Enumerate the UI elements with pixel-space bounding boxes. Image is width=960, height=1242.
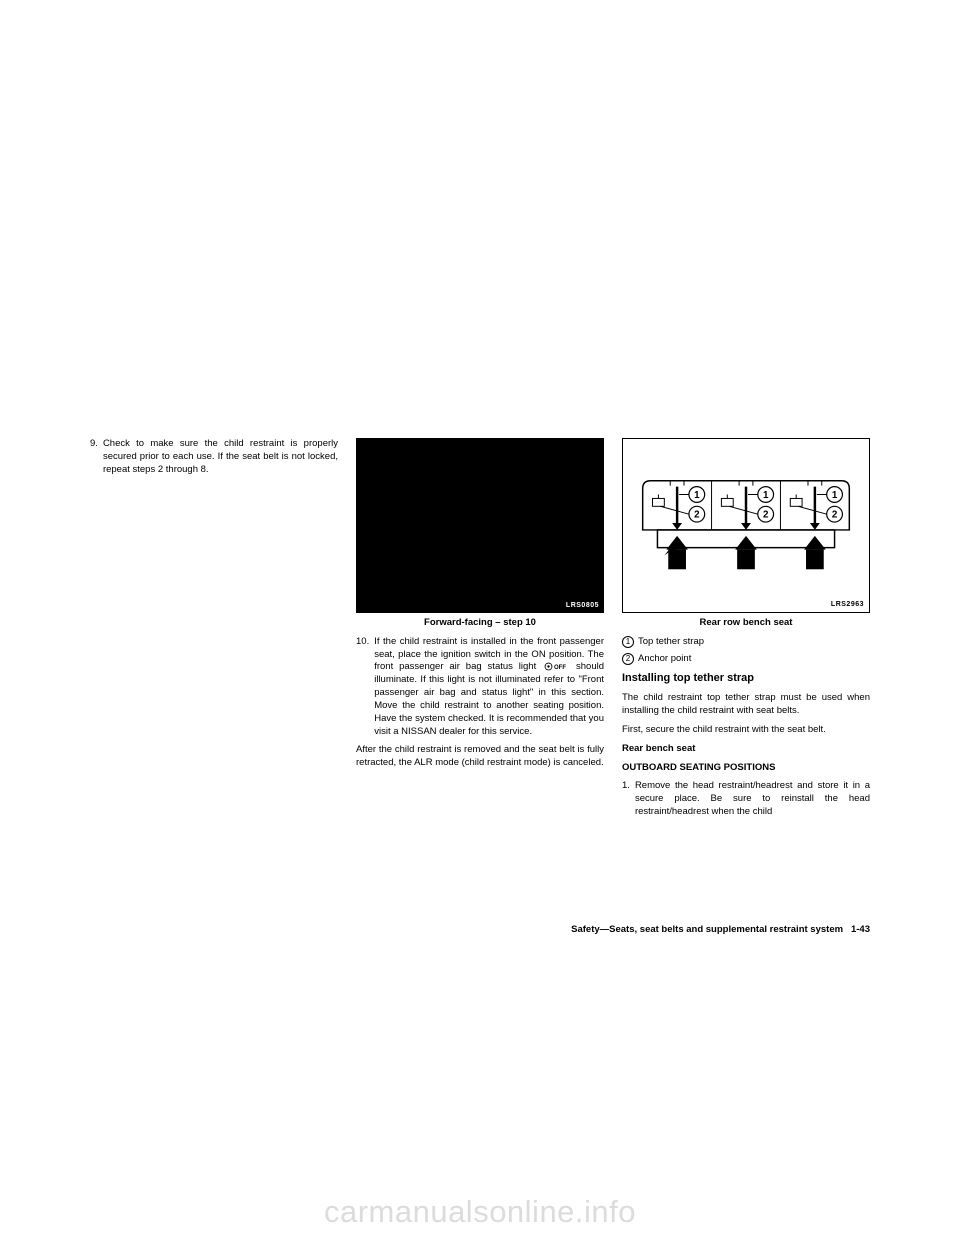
figure-id-label: LRS0805 — [566, 601, 599, 610]
svg-text:OFF: OFF — [554, 665, 566, 671]
column-middle: LRS0805 Forward-facing – step 10 10. If … — [356, 438, 604, 819]
step-9: 9. Check to make sure the child restrain… — [90, 438, 338, 476]
outboard-step-1: 1. Remove the head restraint/headrest an… — [622, 780, 870, 818]
footer-page-number: 1-43 — [851, 924, 870, 935]
step10-part-b: should illuminate. If this light is not … — [374, 661, 604, 736]
tether-paragraph-2: First, secure the child restraint with t… — [622, 724, 870, 737]
column-left: 9. Check to make sure the child restrain… — [90, 438, 338, 819]
figure-step10: LRS0805 — [356, 438, 604, 613]
legend-2: 2 Anchor point — [622, 653, 870, 666]
svg-text:2: 2 — [832, 510, 838, 521]
figure-id-label: LRS2963 — [831, 600, 864, 609]
column-right: 1 2 1 2 — [622, 438, 870, 819]
rear-bench-diagram-svg: 1 2 1 2 — [623, 439, 869, 612]
watermark: carmanualsonline.info — [0, 1194, 960, 1230]
step-text: If the child restraint is installed in t… — [374, 636, 604, 739]
footer-section-title: Safety—Seats, seat belts and supplementa… — [571, 924, 843, 935]
figure-rear-bench: 1 2 1 2 — [622, 438, 870, 613]
step-number: 9. — [90, 438, 98, 476]
step-number: 10. — [356, 636, 369, 739]
svg-text:2: 2 — [763, 510, 769, 521]
svg-text:1: 1 — [694, 490, 700, 501]
step-text: Check to make sure the child restraint i… — [103, 438, 338, 476]
figure-caption: Rear row bench seat — [622, 617, 870, 630]
figure-caption: Forward-facing – step 10 — [356, 617, 604, 630]
legend-1-label: Top tether strap — [638, 636, 704, 649]
svg-text:2: 2 — [694, 510, 700, 521]
circled-1-icon: 1 — [622, 636, 634, 648]
airbag-off-icon: OFF — [544, 662, 568, 671]
circled-2-icon: 2 — [622, 653, 634, 665]
outboard-positions-label: OUTBOARD SEATING POSITIONS — [622, 762, 870, 775]
step-number: 1. — [622, 780, 630, 818]
step-10: 10. If the child restraint is installed … — [356, 636, 604, 739]
page-footer: Safety—Seats, seat belts and supplementa… — [90, 924, 870, 935]
legend-1: 1 Top tether strap — [622, 636, 870, 649]
legend-2-label: Anchor point — [638, 653, 691, 666]
step10-part-a: If the child restraint is installed in t… — [374, 636, 604, 673]
after-removal-note: After the child restraint is removed and… — [356, 744, 604, 770]
step-text: Remove the head restraint/headrest and s… — [635, 780, 870, 818]
svg-text:1: 1 — [763, 490, 769, 501]
subheading-tether: Installing top tether strap — [622, 671, 870, 686]
rear-bench-label: Rear bench seat — [622, 743, 870, 756]
tether-paragraph-1: The child restraint top tether strap mus… — [622, 692, 870, 718]
svg-text:1: 1 — [832, 490, 838, 501]
